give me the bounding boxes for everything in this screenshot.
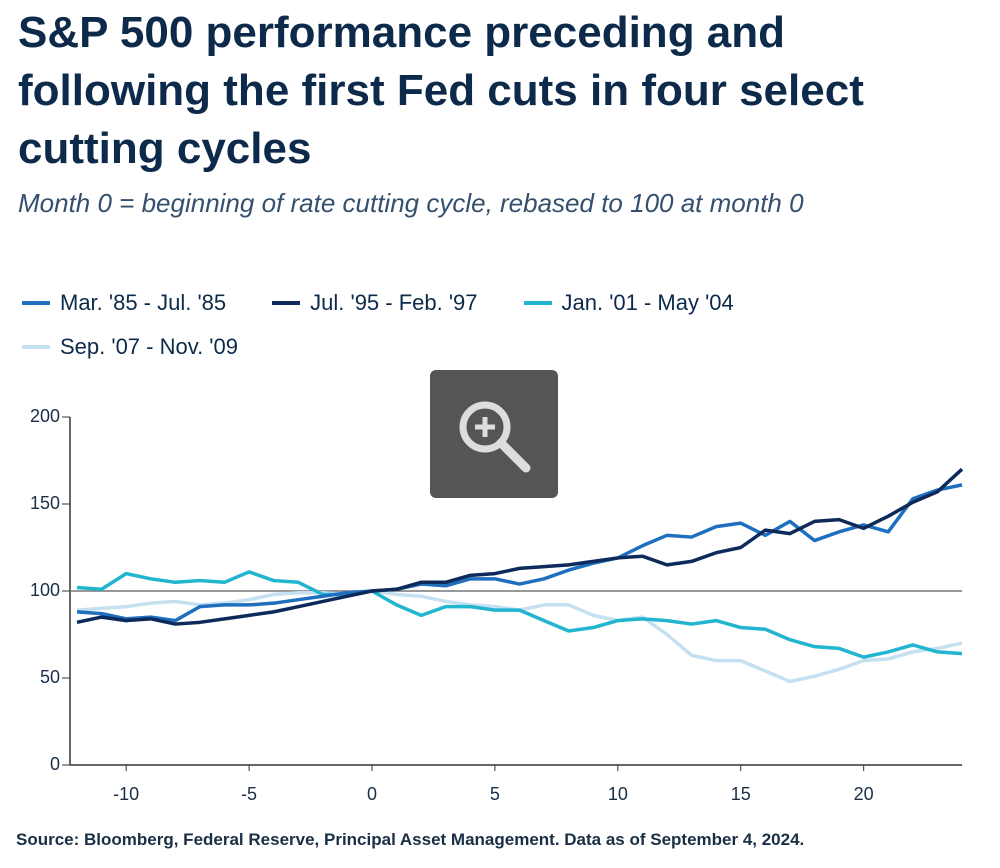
chart-subtitle: Month 0 = beginning of rate cutting cycl… <box>18 188 804 218</box>
legend-item: Sep. '07 - Nov. '09 <box>22 334 238 360</box>
legend-swatch <box>272 301 301 305</box>
legend: Mar. '85 - Jul. '85 Jul. '95 - Feb. '97 Ja… <box>22 290 902 360</box>
legend-item: Jan. '01 - May '04 <box>523 290 734 316</box>
source-note: Source: Bloomberg, Federal Reserve, Prin… <box>16 830 805 849</box>
x-tick-label: -10 <box>113 784 139 804</box>
x-tick-label: 10 <box>608 784 628 804</box>
x-tick-label: 20 <box>854 784 874 804</box>
zoom-lens <box>459 401 511 453</box>
series-line <box>76 570 963 659</box>
x-tick-label: 0 <box>367 784 377 804</box>
series-line <box>76 483 963 623</box>
chart-title: S&P 500 performance preceding and follow… <box>18 8 864 173</box>
y-tick-label: 200 <box>30 406 60 426</box>
legend-swatch <box>22 301 50 305</box>
x-tick-label: 5 <box>490 784 500 804</box>
legend-swatch <box>523 301 552 305</box>
legend-label: Mar. '85 - Jul. '85 <box>60 290 227 315</box>
legend-label: Sep. '07 - Nov. '09 <box>60 334 238 359</box>
legend-item: Jul. '95 - Feb. '97 <box>272 290 478 316</box>
legend-label: Jul. '95 - Feb. '97 <box>310 290 478 315</box>
zoom-icon[interactable] <box>430 370 558 498</box>
zoom-handle <box>496 438 531 473</box>
series-line <box>76 467 964 626</box>
y-tick-label: 0 <box>50 754 60 774</box>
x-tick-label: -5 <box>241 784 257 804</box>
y-tick-label: 150 <box>30 493 60 513</box>
legend-swatch <box>22 345 50 349</box>
y-tick-label: 100 <box>30 580 60 600</box>
x-tick-label: 15 <box>731 784 751 804</box>
legend-item: Mar. '85 - Jul. '85 <box>22 290 226 316</box>
y-tick-label: 50 <box>40 667 60 687</box>
legend-label: Jan. '01 - May '04 <box>561 290 734 315</box>
zoom-button[interactable] <box>430 370 558 498</box>
